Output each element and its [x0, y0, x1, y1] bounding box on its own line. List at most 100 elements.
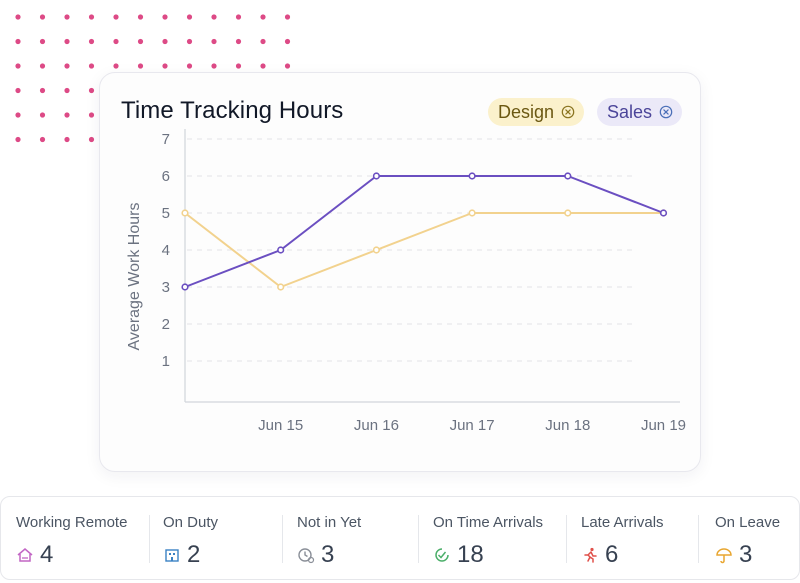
decorative-dot: [137, 14, 144, 20]
decorative-dot: [284, 38, 291, 45]
decorative-dot: [64, 38, 70, 45]
data-point-sales: [277, 246, 285, 254]
decorative-dot: [15, 38, 21, 45]
decorative-dot: [15, 14, 21, 20]
decorative-dot: [137, 38, 144, 45]
decorative-dot: [260, 14, 266, 20]
y-tick-label: 6: [162, 168, 170, 185]
stat-value: 3: [739, 541, 753, 568]
data-point-design: [372, 246, 381, 254]
stat-value-row: 6: [581, 541, 618, 569]
decorative-dot: [15, 87, 21, 94]
decorative-dot: [260, 63, 266, 69]
x-tick-label: Jun 19: [641, 417, 686, 434]
remove-sales-icon[interactable]: [659, 105, 673, 119]
y-tick-label: 4: [162, 242, 170, 259]
decorative-dot: [88, 112, 95, 118]
y-tick-label: 3: [162, 279, 170, 296]
decorative-dot: [64, 63, 70, 69]
data-point-design: [277, 283, 285, 291]
decorative-dot: [113, 14, 119, 20]
decorative-dot: [113, 38, 119, 45]
data-point-design: [468, 209, 476, 217]
stat-value-row: 18: [433, 541, 484, 569]
decorative-dot: [137, 63, 144, 69]
decorative-dot: [39, 87, 46, 94]
stat-value: 2: [187, 541, 201, 568]
decorative-dot: [162, 14, 168, 20]
stat-value: 3: [321, 541, 335, 568]
sales-chip-label: Sales: [607, 101, 653, 122]
decorative-dot: [39, 63, 46, 69]
decorative-dot: [235, 38, 242, 45]
decorative-dot: [162, 63, 168, 69]
decorative-dot-pattern: [15, 14, 291, 143]
home-icon: [17, 548, 33, 562]
x-tick-label: Jun 16: [354, 417, 399, 434]
decorative-dot: [64, 112, 70, 118]
decorative-dot: [64, 14, 70, 20]
stat-label: Late Arrivals: [581, 514, 664, 531]
design-filter-chip[interactable]: Design: [488, 98, 585, 126]
data-point-design: [181, 209, 189, 217]
x-tick-label: Jun 17: [450, 417, 495, 434]
decorative-dot: [211, 38, 217, 45]
decorative-dot: [88, 63, 95, 69]
sales-filter-chip[interactable]: Sales: [597, 98, 683, 126]
data-point-design: [564, 209, 572, 217]
stat-value-row: 4: [16, 541, 53, 569]
decorative-dot: [39, 136, 46, 143]
y-tick-label: 2: [162, 316, 170, 333]
stat-divider: [149, 515, 150, 563]
decorative-dot: [186, 38, 193, 45]
decorative-dot: [64, 136, 70, 143]
data-point-sales: [468, 172, 476, 180]
chart-title: Time Tracking Hours: [121, 97, 344, 124]
data-point-sales: [564, 172, 572, 180]
decorative-dot: [88, 136, 95, 143]
decorative-dot: [235, 14, 242, 20]
remove-design-icon[interactable]: [561, 105, 575, 119]
series-line-sales: [184, 175, 664, 288]
y-tick-label: 7: [162, 131, 170, 148]
decorative-dot: [284, 63, 291, 69]
stat-value-row: 3: [297, 541, 334, 569]
design-chip-label: Design: [498, 101, 555, 122]
stat-label: On Leave: [715, 514, 781, 531]
stat-label: On Duty: [163, 514, 219, 531]
decorative-dot: [39, 112, 46, 118]
stat-label: On Time Arrivals: [433, 514, 544, 531]
decorative-dot: [113, 63, 119, 69]
decorative-dot: [235, 63, 242, 69]
stat-label: Not in Yet: [297, 514, 362, 531]
stat-divider: [566, 515, 567, 563]
decorative-dot: [88, 14, 95, 20]
building-icon: [165, 549, 179, 562]
stat-divider: [282, 515, 283, 563]
decorative-dot: [162, 38, 168, 45]
running-icon: [584, 547, 597, 563]
decorative-dot: [88, 38, 95, 45]
attendance-stats-bar: Working Remote 4 On Duty 2 Not in Yet 3 On Tim…: [0, 496, 800, 580]
decorative-dot: [260, 38, 266, 45]
data-point-sales: [659, 209, 668, 217]
x-tick-label: Jun 15: [258, 417, 303, 434]
stat-value-row: 3: [715, 541, 752, 569]
decorative-dot: [88, 87, 95, 94]
decorative-dot: [64, 87, 70, 94]
decorative-dot: [211, 14, 217, 20]
data-point-sales: [372, 172, 381, 180]
series-line-design: [184, 212, 664, 288]
decorative-dot: [15, 63, 21, 69]
stat-value-row: 2: [163, 541, 200, 569]
decorative-dot: [186, 14, 193, 20]
data-point-sales: [181, 283, 189, 291]
y-tick-label: 1: [162, 353, 170, 370]
stat-divider: [418, 515, 419, 563]
y-axis-label: Average Work Hours: [126, 203, 143, 351]
stat-value: 18: [457, 541, 484, 568]
decorative-dot: [186, 63, 193, 69]
decorative-dot: [15, 112, 21, 118]
stat-label: Working Remote: [16, 514, 128, 531]
decorative-dot: [284, 14, 291, 20]
